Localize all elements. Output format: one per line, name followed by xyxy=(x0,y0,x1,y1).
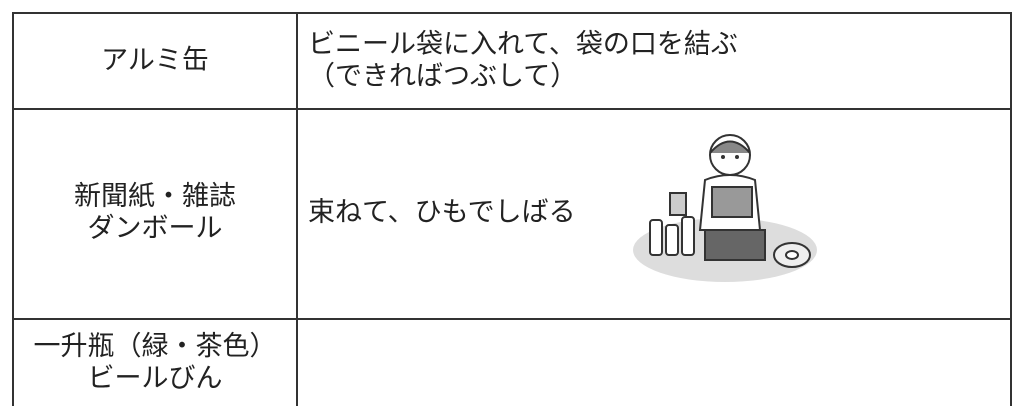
item-text: ビールびん xyxy=(87,363,223,394)
table-border xyxy=(12,12,1012,14)
item-text: アルミ缶 xyxy=(101,45,209,76)
row-divider xyxy=(12,318,1012,320)
table-border xyxy=(12,12,14,406)
method-text: 束ねて、ひもでしばる xyxy=(308,197,576,228)
method-cell: 束ねて、ひもでしばる xyxy=(308,110,1008,316)
method-text: （できればつぶして） xyxy=(308,61,578,92)
method-cell: ビニール袋に入れて、袋の口を結ぶ （できればつぶして） xyxy=(308,14,1008,108)
method-text: ビニール袋に入れて、袋の口を結ぶ xyxy=(308,29,738,60)
table-border xyxy=(1010,12,1012,406)
column-divider xyxy=(296,12,298,406)
item-cell: アルミ缶 xyxy=(14,14,296,108)
item-text: 一升瓶（緑・茶色） xyxy=(33,331,277,362)
item-cell: 新聞紙・雑誌 ダンボール xyxy=(14,110,296,316)
row-divider xyxy=(12,108,1012,110)
item-text: 新聞紙・雑誌 xyxy=(74,181,236,212)
item-cell: 一升瓶（緑・茶色） ビールびん xyxy=(14,320,296,406)
item-text: ダンボール xyxy=(87,213,223,244)
illustration xyxy=(633,134,817,282)
